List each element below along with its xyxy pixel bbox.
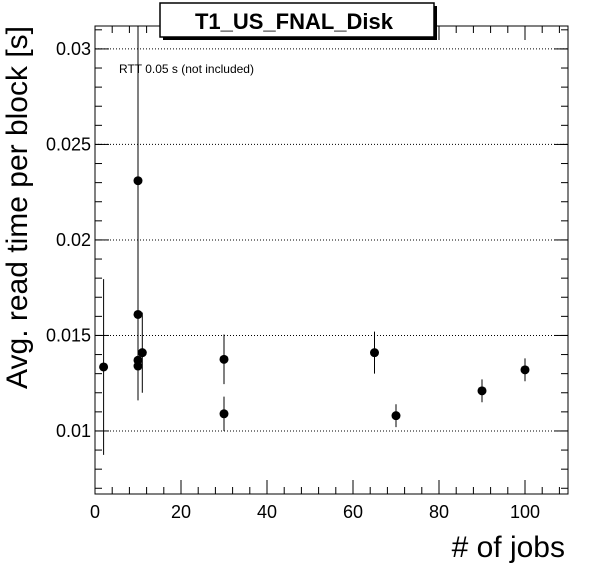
plot-frame <box>94 25 569 495</box>
x-tick-labels: 0 20 40 60 80 100 <box>90 502 540 522</box>
data-point <box>391 411 401 421</box>
y-tick-label: 0.02 <box>56 230 91 250</box>
y-tick-label: 0.025 <box>46 134 91 154</box>
grid-lines <box>95 48 568 432</box>
x-tick-label: 60 <box>343 502 363 522</box>
data-point <box>219 409 229 419</box>
x-tick-label: 0 <box>90 502 100 522</box>
y-tick-label: 0.03 <box>56 39 91 59</box>
x-axis-title: # of jobs <box>452 531 565 564</box>
y-tick-label: 0.01 <box>56 421 91 441</box>
rtt-annotation: RTT 0.05 s (not included) <box>119 62 254 76</box>
chart-title: T1_US_FNAL_Disk <box>195 9 394 34</box>
title-box <box>159 2 435 38</box>
data-point <box>137 348 147 358</box>
y-tick-labels: 0.01 0.015 0.02 0.025 0.03 <box>46 39 91 441</box>
x-tick-label: 20 <box>171 502 191 522</box>
data-point <box>133 176 143 186</box>
data-point <box>133 309 143 319</box>
data-point <box>133 361 143 371</box>
chart-title-box: T1_US_FNAL_Disk <box>159 2 437 40</box>
y-tick-label: 0.015 <box>46 325 91 345</box>
data-point <box>520 365 530 375</box>
data-point <box>219 354 229 364</box>
x-tick-label: 40 <box>257 502 277 522</box>
data-point <box>99 362 109 372</box>
data-point <box>370 348 379 358</box>
x-tick-label: 80 <box>429 502 449 522</box>
data-point <box>477 386 487 396</box>
y-axis-title: Avg. read time per block [s] <box>1 26 34 389</box>
x-tick-label: 100 <box>510 502 540 522</box>
axis-ticks <box>94 26 568 494</box>
data-points <box>99 26 530 455</box>
